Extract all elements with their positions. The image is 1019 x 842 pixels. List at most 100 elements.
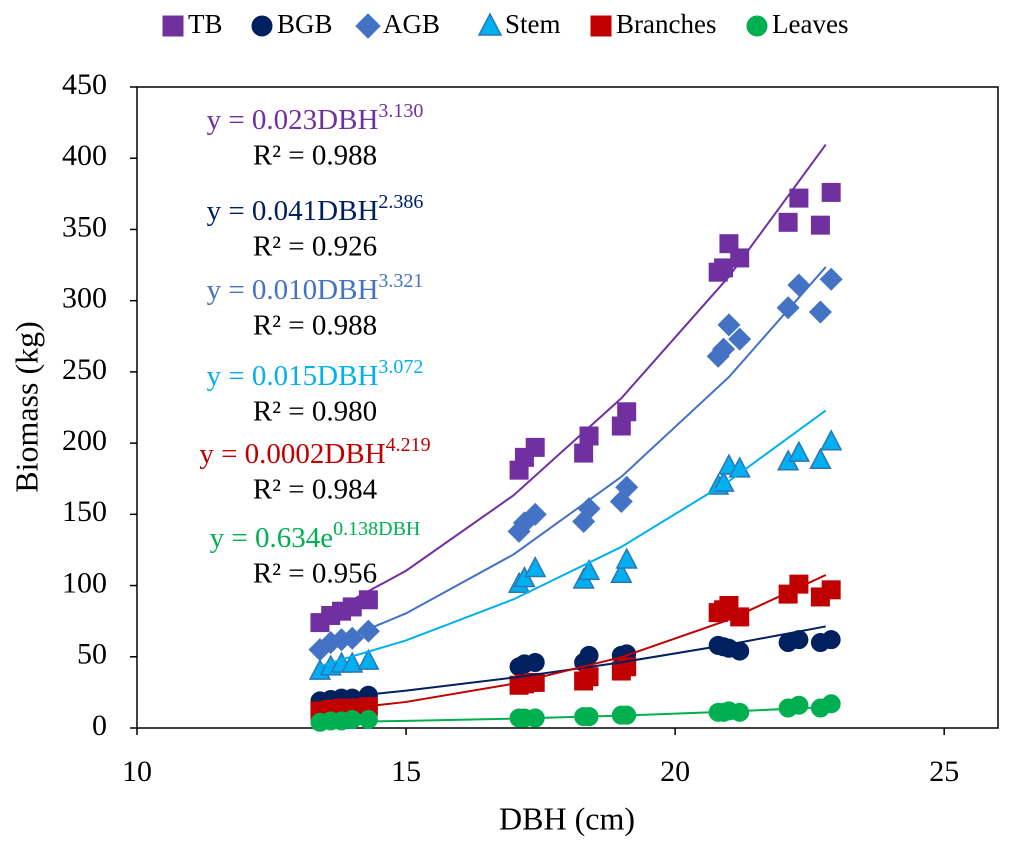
trend-line (319, 266, 827, 651)
y-tick-label: 400 (62, 139, 107, 172)
y-tick-label: 450 (62, 68, 107, 101)
data-point (342, 709, 362, 729)
data-point (821, 182, 841, 202)
data-point (717, 313, 741, 337)
data-point (821, 580, 841, 600)
y-tick-label: 100 (62, 566, 107, 599)
fit-equation: y = 0.041DBH2.386 (207, 191, 424, 227)
equation-text: y = 0.041DBH (207, 195, 379, 227)
data-point (523, 502, 547, 526)
data-point (617, 402, 637, 422)
data-point (819, 267, 843, 291)
r-squared: R² = 0.926 (253, 231, 377, 263)
trend-line (319, 574, 827, 713)
equation-exponent: 3.321 (378, 270, 423, 292)
fit-equation: y = 0.0002DBH4.219 (199, 434, 430, 470)
data-point (787, 440, 811, 462)
data-point (579, 667, 599, 687)
x-tick-label: 15 (391, 755, 421, 788)
trend-line (319, 409, 827, 667)
data-point (358, 709, 378, 729)
data-point (615, 547, 638, 569)
data-point (787, 273, 811, 297)
legend-label: TB (188, 9, 223, 39)
equation-text: y = 0.023DBH (207, 104, 379, 136)
data-point (341, 651, 364, 673)
y-tick-label: 150 (62, 495, 107, 528)
data-point (574, 443, 594, 463)
y-tick-label: 200 (62, 424, 107, 457)
legend-marker (590, 15, 612, 37)
x-tick-label: 20 (660, 755, 690, 788)
legend-marker (251, 15, 273, 37)
fit-equation: y = 0.023DBH3.130 (207, 100, 424, 136)
legend-label: Stem (505, 9, 561, 39)
data-point (789, 188, 809, 208)
data-point (609, 490, 633, 514)
data-point (728, 456, 751, 478)
legend-marker (162, 15, 184, 37)
r-squared: R² = 0.984 (253, 474, 378, 506)
data-point (577, 558, 601, 581)
equation-text: y = 0.0002DBH (199, 438, 385, 470)
data-point (525, 652, 545, 672)
y-tick-label: 350 (62, 210, 107, 243)
data-point (524, 556, 547, 578)
equation-text: y = 0.010DBH (207, 274, 379, 306)
data-point (821, 694, 841, 714)
data-point (728, 327, 752, 351)
r-squared: R² = 0.988 (253, 310, 377, 342)
fit-equation: y = 0.015DBH3.072 (207, 356, 424, 392)
data-point (579, 645, 599, 665)
fit-equation: y = 0.634e0.138DBH (210, 518, 421, 554)
data-point (808, 300, 832, 324)
data-point (821, 630, 841, 650)
fit-equation: y = 0.010DBH3.321 (207, 270, 424, 306)
y-tick-label: 300 (62, 282, 107, 315)
equation-text: y = 0.015DBH (207, 360, 379, 392)
data-point (719, 234, 739, 254)
equation-text: y = 0.634e (210, 522, 333, 554)
equation-exponent: 2.386 (378, 191, 423, 213)
plot-frame (136, 86, 999, 729)
equation-exponent: 3.130 (378, 100, 423, 122)
data-point (778, 212, 798, 232)
data-point (525, 437, 545, 457)
data-point (610, 561, 633, 584)
equation-exponent: 4.219 (386, 434, 431, 456)
y-axis-title: Biomass (kg) (8, 321, 44, 493)
equation-exponent: 3.072 (378, 356, 423, 378)
data-point (615, 475, 639, 499)
r-squared: R² = 0.980 (253, 396, 377, 428)
y-tick-label: 0 (92, 709, 107, 742)
legend-marker (355, 13, 381, 39)
data-point (809, 447, 832, 470)
legend-label: Leaves (772, 9, 848, 39)
x-tick-label: 10 (122, 755, 152, 788)
trend-line (319, 706, 826, 724)
trend-line (319, 143, 827, 619)
legend-label: AGB (383, 9, 440, 39)
legend-label: Branches (616, 9, 716, 39)
x-axis-title: DBH (cm) (499, 800, 635, 836)
trend-line (319, 625, 826, 701)
x-tick-label: 25 (929, 755, 959, 788)
legend-marker (746, 15, 768, 37)
equation-exponent: 0.138DBH (333, 518, 420, 540)
data-point (730, 248, 750, 268)
data-point (579, 426, 599, 446)
data-point (357, 648, 380, 670)
r-squared: R² = 0.956 (253, 558, 377, 590)
data-point (712, 337, 736, 361)
y-tick-label: 250 (62, 353, 107, 386)
r-squared: R² = 0.988 (253, 140, 377, 172)
y-tick-label: 50 (77, 638, 107, 671)
data-point (340, 626, 364, 650)
legend-label: BGB (277, 9, 333, 39)
data-point (714, 258, 734, 278)
data-point (820, 429, 843, 451)
data-point (810, 215, 830, 235)
legend-marker (477, 12, 503, 36)
data-point (730, 641, 750, 661)
